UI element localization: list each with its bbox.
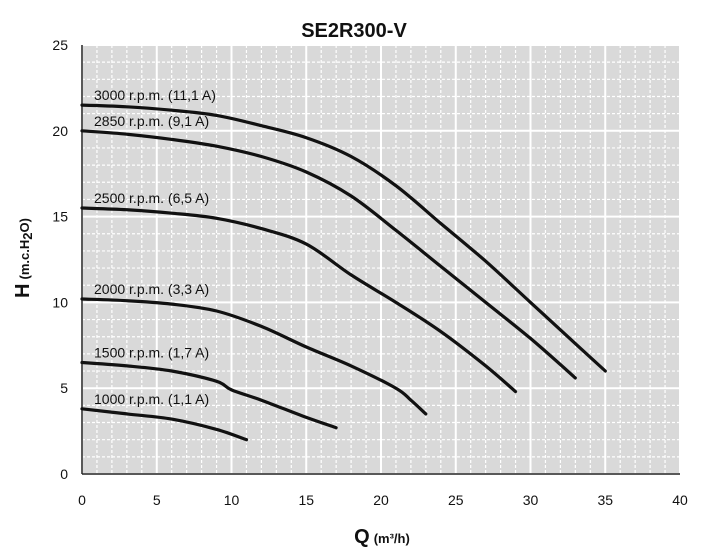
y-tick-label: 5 xyxy=(60,380,68,396)
axis-ticks: 0 5 10 15 20 25 30 35 40 0 5 10 15 20 25 xyxy=(52,37,688,508)
y-tick-label: 15 xyxy=(52,209,68,225)
x-axis-label-main: Q xyxy=(354,526,370,548)
series-curves xyxy=(80,103,607,442)
series-label-0: 3000 r.p.m. (11,1 A) xyxy=(94,87,216,103)
series-label-2: 2500 r.p.m. (6,5 A) xyxy=(94,190,209,206)
x-tick-label: 5 xyxy=(153,492,161,508)
series-label-5: 1000 r.p.m. (1,1 A) xyxy=(94,391,209,407)
y-tick-label: 10 xyxy=(52,294,68,310)
x-tick-label: 30 xyxy=(523,492,539,508)
x-tick-label: 0 xyxy=(78,492,86,508)
series-label-3: 2000 r.p.m. (3,3 A) xyxy=(94,281,209,297)
y-axis-label-unit-post: O) xyxy=(17,218,32,232)
series-curve-3 xyxy=(80,297,428,416)
series-curve-1 xyxy=(80,129,577,380)
x-axis-label: Q (m³/h) xyxy=(354,526,410,548)
x-tick-label: 40 xyxy=(672,492,688,508)
x-tick-label: 25 xyxy=(448,492,464,508)
x-axis-label-unit: (m³/h) xyxy=(374,531,410,546)
series-label-1: 2850 r.p.m. (9,1 A) xyxy=(94,113,209,129)
series-label-4: 1500 r.p.m. (1,7 A) xyxy=(94,344,209,360)
chart-title: SE2R300-V xyxy=(301,20,407,42)
series-labels: 3000 r.p.m. (11,1 A) 2850 r.p.m. (9,1 A) 2… xyxy=(94,87,216,407)
x-tick-label: 35 xyxy=(597,492,613,508)
y-tick-label: 25 xyxy=(52,37,68,53)
x-tick-label: 20 xyxy=(373,492,389,508)
y-axis-label-main: H xyxy=(12,283,34,297)
grid xyxy=(81,44,681,475)
x-tick-label: 10 xyxy=(224,492,240,508)
y-axis-label: H (m.c.H2O) xyxy=(12,218,35,298)
series-curve-0 xyxy=(80,103,607,373)
series-curve-4 xyxy=(80,360,338,430)
series-curve-2 xyxy=(80,206,518,394)
x-tick-label: 15 xyxy=(298,492,314,508)
y-axis-label-unit-pre: (m.c.H xyxy=(17,240,32,280)
series-curve-5 xyxy=(80,407,249,442)
y-tick-label: 0 xyxy=(60,466,68,482)
y-axis-label-unit-sub: 2 xyxy=(20,233,35,240)
y-tick-label: 20 xyxy=(52,123,68,139)
